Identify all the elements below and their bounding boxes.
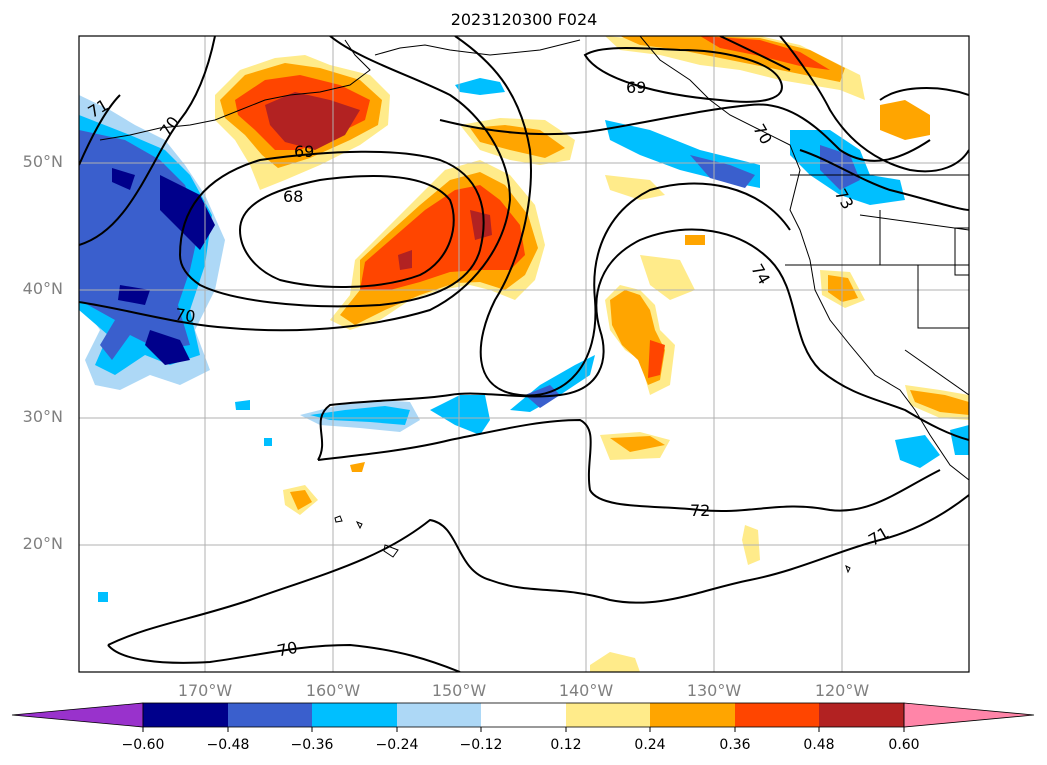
lat-label: 50°N [22,152,63,171]
lon-label: 140°W [558,681,614,700]
map-plot-area: 71 70 69 68 70 69 70 74 73 72 71 70 [79,36,969,672]
map-frame [78,35,970,673]
contour-lines [79,36,969,672]
colorbar-tick-label: 0.12 [550,737,582,753]
lon-label: 120°W [814,681,870,700]
lat-label: 40°N [22,279,63,298]
lon-label: 130°W [686,681,742,700]
contour-label: 69 [626,78,646,97]
colorbar-tick-label: −0.12 [459,737,503,753]
contour-label: 68 [283,187,303,206]
contour-label: 72 [690,501,710,520]
colorbar-tick-label: −0.60 [121,737,165,753]
colorbar-tick-label: −0.24 [375,737,419,753]
lon-label: 170°W [177,681,233,700]
colorbar-tick-label: 0.36 [719,737,751,753]
gridlines [79,36,969,672]
contour-label: 69 [294,142,314,161]
colorbar-tick-label: 0.60 [888,737,920,753]
contour-label: 70 [174,305,197,327]
colorbar-extend-low [11,702,144,728]
coastlines [99,36,969,574]
lat-label: 20°N [22,534,63,553]
colorbar-tick-label: −0.36 [290,737,334,753]
colorbar-tick-label: −0.48 [206,737,250,753]
colorbar-tick-label: 0.24 [634,737,666,753]
colorbar-tick-label: 0.48 [803,737,835,753]
lat-label: 30°N [22,407,63,426]
map-title: 2023120300 F024 [450,10,598,29]
contour-label: 70 [275,638,299,661]
lon-label: 150°W [431,681,487,700]
lon-label: 160°W [305,681,361,700]
colorbar [11,702,1035,732]
colorbar-extend-high [903,702,1035,728]
